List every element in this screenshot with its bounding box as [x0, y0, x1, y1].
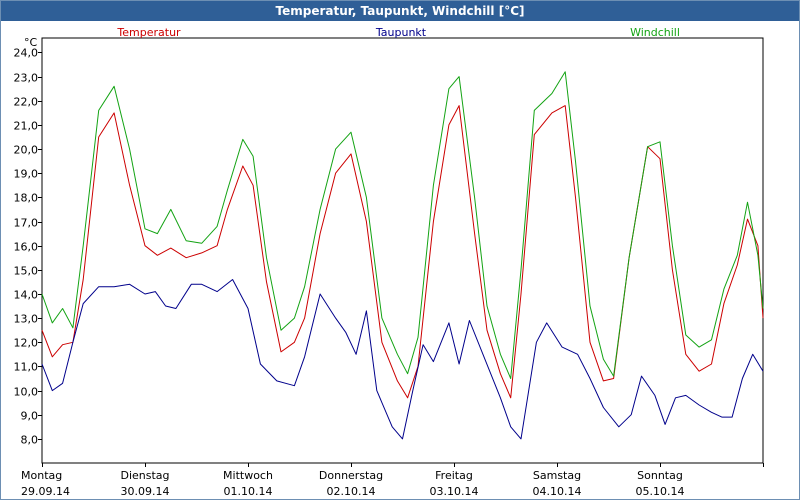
legend-temperatur: Temperatur — [116, 26, 181, 39]
axes-layer — [38, 37, 764, 467]
legend-windchill: Windchill — [630, 26, 680, 39]
windchill-series-line — [41, 71, 764, 379]
y-tick-label: 18,0 — [14, 192, 39, 205]
x-tick-date-label: 01.10.14 — [224, 485, 273, 498]
y-tick-label: 15,0 — [14, 265, 39, 278]
y-tick-label: 10,0 — [14, 386, 39, 399]
x-tick-day-label: Mittwoch — [223, 469, 273, 482]
y-tick-label: 20,0 — [14, 144, 39, 157]
y-tick-label: 16,0 — [14, 241, 39, 254]
y-tick-label: 8,0 — [21, 434, 39, 447]
y-tick-label: 24,0 — [14, 47, 39, 60]
x-tick-date-label: 05.10.14 — [636, 485, 685, 498]
x-tick-day-label: Donnerstag — [319, 469, 383, 482]
temperature-series-line — [41, 105, 764, 399]
y-tick-label: 9,0 — [21, 410, 39, 423]
x-tick-date-label: 04.10.14 — [533, 485, 582, 498]
y-tick-label: 13,0 — [14, 313, 39, 326]
legend-taupunkt: Taupunkt — [375, 26, 427, 39]
x-tick-day-label: Montag — [21, 469, 62, 482]
y-tick-label: 12,0 — [14, 337, 39, 350]
series-layer — [41, 71, 764, 440]
y-tick-label: 23,0 — [14, 72, 39, 85]
x-tick-date-label: 29.09.14 — [21, 485, 70, 498]
y-tick-label: 17,0 — [14, 217, 39, 230]
labels-layer: 24,0 23,0 22,0 21,0 20,0 19,0 18,0 17,0 16,0 15,0… — [14, 26, 685, 498]
dewpoint-series-line — [41, 279, 764, 440]
y-tick-label: 11,0 — [14, 361, 39, 374]
x-tick-day-label: Sonntag — [637, 469, 683, 482]
y-tick-label: 14,0 — [14, 289, 39, 302]
plot-frame — [41, 37, 764, 464]
window-title: Temperatur, Taupunkt, Windchill [°C] — [1, 1, 799, 21]
y-tick-label: 21,0 — [14, 120, 39, 133]
y-tick-label: 19,0 — [14, 168, 39, 181]
x-tick-day-label: Samstag — [533, 469, 581, 482]
x-tick-date-label: 30.09.14 — [121, 485, 170, 498]
y-axis-unit-label: °C — [24, 36, 38, 49]
x-tick-date-label: 02.10.14 — [327, 485, 376, 498]
y-tick-label: 22,0 — [14, 96, 39, 109]
x-tick-day-label: Freitag — [435, 469, 473, 482]
x-tick-day-label: Dienstag — [120, 469, 169, 482]
x-tick-date-label: 03.10.14 — [430, 485, 479, 498]
